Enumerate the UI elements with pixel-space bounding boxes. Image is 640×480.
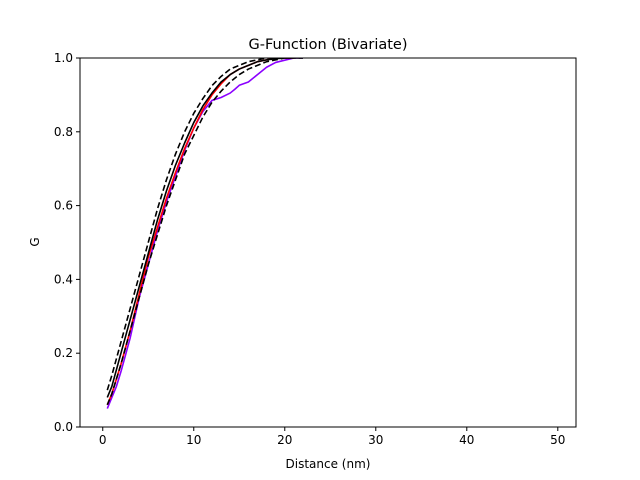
y-tick-label: 0.4 bbox=[54, 272, 73, 286]
x-axis-ticks: 0 10 20 30 40 50 bbox=[99, 427, 565, 447]
x-tick-label: 20 bbox=[277, 433, 292, 447]
series-line-3 bbox=[106, 58, 303, 398]
x-tick-label: 30 bbox=[368, 433, 383, 447]
y-tick-label: 0.8 bbox=[54, 125, 73, 139]
y-tick-label: 1.0 bbox=[54, 51, 73, 65]
series-line-4-dashed bbox=[106, 58, 294, 391]
y-tick-label: 0.2 bbox=[54, 346, 73, 360]
series-line-5-dashed bbox=[106, 58, 303, 406]
x-tick-label: 40 bbox=[459, 433, 474, 447]
y-axis-label: G bbox=[28, 237, 42, 246]
chart-title: G-Function (Bivariate) bbox=[249, 37, 408, 53]
x-axis-label: Distance (nm) bbox=[286, 457, 371, 471]
x-tick-label: 10 bbox=[186, 433, 201, 447]
y-tick-label: 0.0 bbox=[54, 420, 73, 434]
plot-area bbox=[80, 58, 576, 427]
y-tick-label: 0.6 bbox=[54, 199, 73, 213]
y-axis-ticks: 0.0 0.2 0.4 0.6 0.8 1.0 bbox=[54, 51, 80, 434]
x-tick-label: 50 bbox=[550, 433, 565, 447]
series-line-1 bbox=[106, 58, 303, 409]
series-layer bbox=[106, 58, 303, 409]
plot-frame bbox=[79, 57, 577, 428]
x-tick-label: 0 bbox=[99, 433, 107, 447]
